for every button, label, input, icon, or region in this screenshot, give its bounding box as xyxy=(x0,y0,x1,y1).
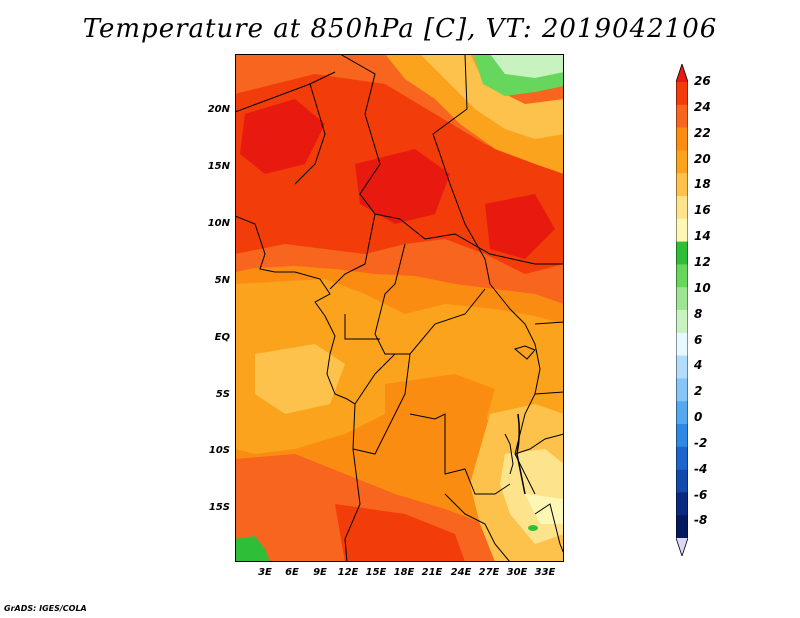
field-hottest-east xyxy=(485,194,555,259)
colorbar-segment xyxy=(676,355,688,379)
lon-label-21e: 21E xyxy=(421,567,443,578)
border-18 xyxy=(444,493,511,562)
lon-label-15e: 15E xyxy=(365,567,387,578)
colorbar-label: 6 xyxy=(694,332,703,347)
colorbar-segments xyxy=(676,82,688,539)
colorbar-segment xyxy=(676,378,688,402)
lat-label-20n: 20N xyxy=(207,104,230,115)
border-4 xyxy=(294,83,326,185)
temperature-field xyxy=(235,54,564,562)
colorbar-segment xyxy=(676,104,688,128)
colorbar-bottom-triangle xyxy=(676,538,688,556)
field-coldest-northeast xyxy=(490,54,564,78)
field-hot-south xyxy=(335,504,465,562)
lat-label-5n: 5N xyxy=(214,275,230,286)
footer-credit: GrADS: IGES/COLA xyxy=(4,604,87,613)
colorbar-segment xyxy=(676,515,688,539)
colorbar-segment xyxy=(676,264,688,288)
border-6 xyxy=(329,213,376,290)
colorbar-segment xyxy=(676,469,688,493)
colorbar-segment xyxy=(676,82,688,106)
border-16 xyxy=(514,433,564,455)
border-15 xyxy=(534,391,564,395)
colorbar xyxy=(676,64,688,556)
colorbar-label: 4 xyxy=(694,358,703,373)
lon-label-9e: 9E xyxy=(313,567,327,578)
lat-label-5s: 5S xyxy=(215,389,230,400)
colorbar-segment xyxy=(676,332,688,356)
colorbar-segment xyxy=(676,173,688,197)
colorbar-segment xyxy=(676,401,688,425)
lon-label-6e: 6E xyxy=(285,567,299,578)
border-8 xyxy=(344,314,380,340)
colorbar-label: -8 xyxy=(694,513,708,528)
field-cool-west-central xyxy=(255,344,345,414)
field-hottest-center xyxy=(355,149,450,224)
field-cool-north xyxy=(420,54,564,139)
lat-label-10s: 10S xyxy=(208,445,230,456)
lake-tanganyika xyxy=(504,433,514,475)
field-cold-southwest xyxy=(235,536,270,562)
colorbar-label: 18 xyxy=(694,177,711,192)
west-coastline xyxy=(235,215,348,400)
lon-label-27e: 27E xyxy=(478,567,500,578)
lake-victoria xyxy=(513,345,536,360)
lon-label-18e: 18E xyxy=(393,567,415,578)
colorbar-label: 12 xyxy=(694,254,711,269)
colorbar-segment xyxy=(676,196,688,220)
colorbar-segment xyxy=(676,241,688,265)
lon-label-3e: 3E xyxy=(258,567,272,578)
colorbar-label: 20 xyxy=(694,151,711,166)
border-12 xyxy=(409,413,511,495)
colorbar-segment xyxy=(676,492,688,516)
temperature-map xyxy=(235,54,564,562)
border-14 xyxy=(534,321,564,325)
lat-label-15n: 15N xyxy=(207,161,230,172)
border-10 xyxy=(346,353,411,455)
map-title: Temperature at 850hPa [C], VT: 201904210… xyxy=(82,14,718,44)
border-17 xyxy=(534,503,564,555)
colorbar-segment xyxy=(676,310,688,334)
colorbar-label: -4 xyxy=(694,461,708,476)
coastlines-borders xyxy=(235,54,564,562)
colorbar-label: 16 xyxy=(694,203,711,218)
colorbar-segment xyxy=(676,150,688,174)
field-hottest-west xyxy=(240,99,325,174)
lat-label-10n: 10N xyxy=(207,218,230,229)
border-2 xyxy=(432,54,491,285)
border-5 xyxy=(399,218,564,265)
lon-label-33e: 33E xyxy=(534,567,556,578)
colorbar-label: 0 xyxy=(694,410,703,425)
colorbar-label: -2 xyxy=(694,435,708,450)
field-mild-north xyxy=(385,54,564,174)
colorbar-segment xyxy=(676,218,688,242)
lon-label-12e: 12E xyxy=(337,567,359,578)
colorbar-segment xyxy=(676,446,688,470)
colorbar-label: 8 xyxy=(694,306,703,321)
colorbar-segment xyxy=(676,287,688,311)
lat-label-eq: EQ xyxy=(214,332,230,343)
colorbar-label: 14 xyxy=(694,229,711,244)
colorbar-segment xyxy=(676,424,688,448)
colorbar-label: 10 xyxy=(694,280,711,295)
lon-label-24e: 24E xyxy=(450,567,472,578)
colorbar-label: 26 xyxy=(694,74,711,88)
colorbar-label: 24 xyxy=(694,99,711,114)
field-warm-central xyxy=(385,374,495,434)
field-coolest-southeast xyxy=(525,494,564,524)
colorbar-top-triangle xyxy=(676,64,688,82)
border-11 xyxy=(344,448,361,562)
border-7 xyxy=(374,243,486,355)
field-cold-spot xyxy=(528,525,538,531)
lake-line xyxy=(516,413,526,495)
colorbar-label: 22 xyxy=(694,125,711,140)
lon-label-30e: 30E xyxy=(506,567,528,578)
colorbar-label: 2 xyxy=(694,384,703,399)
lat-label-15s: 15S xyxy=(208,502,230,513)
colorbar-segment xyxy=(676,127,688,151)
colorbar-label: -6 xyxy=(694,487,708,502)
lakes-rivers xyxy=(516,413,526,495)
